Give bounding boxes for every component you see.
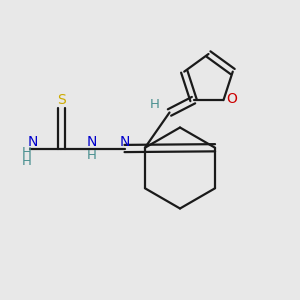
Text: N: N — [119, 135, 130, 149]
Text: H: H — [150, 98, 159, 112]
Text: H: H — [22, 146, 31, 160]
Text: O: O — [226, 92, 237, 106]
Text: N: N — [28, 135, 38, 149]
Text: H: H — [87, 148, 96, 162]
Text: S: S — [57, 94, 66, 107]
Text: N: N — [86, 135, 97, 149]
Text: H: H — [22, 155, 31, 168]
